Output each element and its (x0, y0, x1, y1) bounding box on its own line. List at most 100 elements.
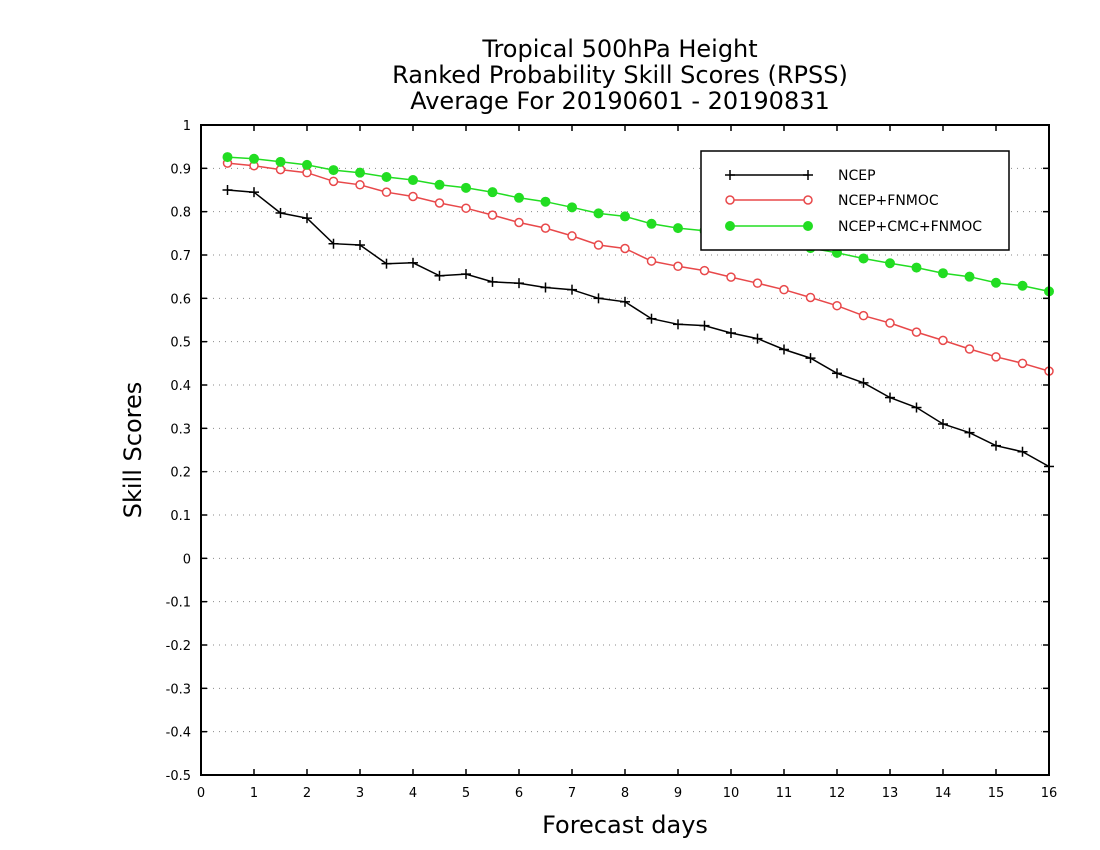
chart-title-line: Average For 20190601 - 20190831 (410, 87, 830, 115)
series-line-ncep (227, 189, 1050, 468)
legend-label: NCEP+FNMOC (838, 193, 939, 209)
legend: NCEP NCEP+FNMOC NCEP+CMC+FNMOC (700, 150, 1010, 251)
x-tick-label: 10 (723, 786, 740, 801)
y-tick-label: 0.9 (170, 162, 191, 177)
legend-label: NCEP (838, 168, 876, 184)
data-point (408, 175, 418, 186)
x-tick-label: 9 (674, 786, 682, 801)
legend-marker (725, 195, 735, 205)
data-point (964, 344, 975, 354)
data-point (885, 318, 895, 328)
x-tick-label: 1 (250, 786, 258, 801)
data-point (487, 187, 498, 198)
y-tick-label: 0.3 (170, 422, 191, 437)
x-tick-label: 0 (197, 786, 205, 801)
y-tick-label: 0 (183, 552, 191, 567)
legend-label: NCEP+CMC+FNMOC (838, 219, 982, 235)
y-tick-label: 0.2 (170, 466, 191, 481)
data-point (646, 256, 657, 266)
data-point (381, 172, 392, 182)
data-point (593, 208, 604, 219)
data-point (434, 179, 445, 190)
legend-item-ncep-cmc-fnmoc: NCEP+CMC+FNMOC (725, 219, 982, 235)
y-tick-label: -0.5 (166, 769, 191, 784)
x-tick-label: 12 (829, 786, 846, 801)
data-point (593, 240, 604, 250)
x-tick-label: 13 (882, 786, 899, 801)
series-ncep-cmc-fnmoc (222, 152, 1054, 297)
series-ncep (222, 185, 1054, 472)
data-point (328, 165, 339, 176)
legend-item-ncep: NCEP (725, 168, 876, 184)
data-point (858, 253, 869, 264)
x-tick-label: 16 (1041, 786, 1058, 801)
data-point (408, 191, 418, 202)
data-point (567, 231, 577, 241)
data-point (911, 262, 922, 273)
data-point (355, 180, 365, 190)
series-layer (222, 152, 1054, 472)
y-tick-label: 0.1 (170, 509, 191, 524)
data-point (620, 243, 630, 254)
x-tick-label: 6 (515, 786, 523, 801)
x-axis-label: Forecast days (542, 811, 708, 839)
legend-marker (725, 221, 735, 231)
y-tick-label: 0.6 (170, 292, 191, 307)
x-tick-label: 4 (409, 786, 417, 801)
x-tick-label: 2 (303, 786, 311, 801)
legend-marker (803, 221, 813, 231)
data-point (991, 277, 1001, 288)
data-point (540, 223, 551, 233)
y-tick-label: 0.7 (170, 249, 191, 264)
series-ncep-fnmoc (222, 158, 1054, 376)
data-point (620, 211, 630, 222)
y-tick-label: 0.5 (170, 336, 191, 351)
x-tick-label: 11 (776, 786, 793, 801)
x-axis: 0 1 2 3 4 5 6 7 8 9 10 11 12 13 14 15 16 (197, 125, 1057, 801)
x-tick-label: 7 (568, 786, 576, 801)
chart-title-line: Ranked Probability Skill Scores (RPSS) (392, 61, 848, 89)
x-tick-label: 5 (462, 786, 470, 801)
data-point (275, 156, 286, 167)
data-point (938, 335, 948, 346)
y-tick-label: 1 (183, 119, 191, 134)
data-point (514, 217, 524, 228)
y-tick-label: 0.4 (170, 379, 191, 394)
data-point (514, 192, 524, 203)
data-point (1017, 280, 1028, 291)
data-point (434, 198, 445, 208)
x-tick-label: 14 (935, 786, 952, 801)
y-tick-label: -0.1 (166, 596, 191, 611)
data-point (540, 196, 551, 207)
data-point (461, 182, 471, 193)
data-point (487, 210, 498, 220)
data-point (328, 176, 339, 187)
data-point (355, 167, 365, 178)
legend-marker (803, 195, 813, 205)
data-point (858, 310, 869, 321)
data-point (779, 284, 789, 295)
data-point (646, 218, 657, 229)
data-point (222, 152, 233, 163)
data-point (302, 159, 312, 170)
data-point (673, 261, 683, 272)
legend-item-ncep-fnmoc: NCEP+FNMOC (725, 193, 939, 209)
chart-title-line: Tropical 500hPa Height (481, 35, 757, 63)
data-point (567, 202, 577, 213)
data-point (752, 278, 763, 288)
x-tick-label: 3 (356, 786, 364, 801)
y-tick-label: -0.3 (166, 682, 191, 697)
y-tick-label: 0.8 (170, 206, 191, 221)
data-point (699, 265, 710, 276)
data-point (381, 187, 392, 197)
data-point (673, 223, 683, 234)
data-point (885, 258, 895, 269)
y-axis: -0.5 -0.4 -0.3 -0.2 -0.1 0 0.1 0.2 0.3 0.4 0.5 0.6 0… (166, 119, 1049, 784)
x-tick-label: 15 (988, 786, 1005, 801)
y-tick-label: -0.2 (166, 639, 191, 654)
y-axis-label: Skill Scores (119, 382, 147, 519)
data-point (832, 300, 842, 311)
